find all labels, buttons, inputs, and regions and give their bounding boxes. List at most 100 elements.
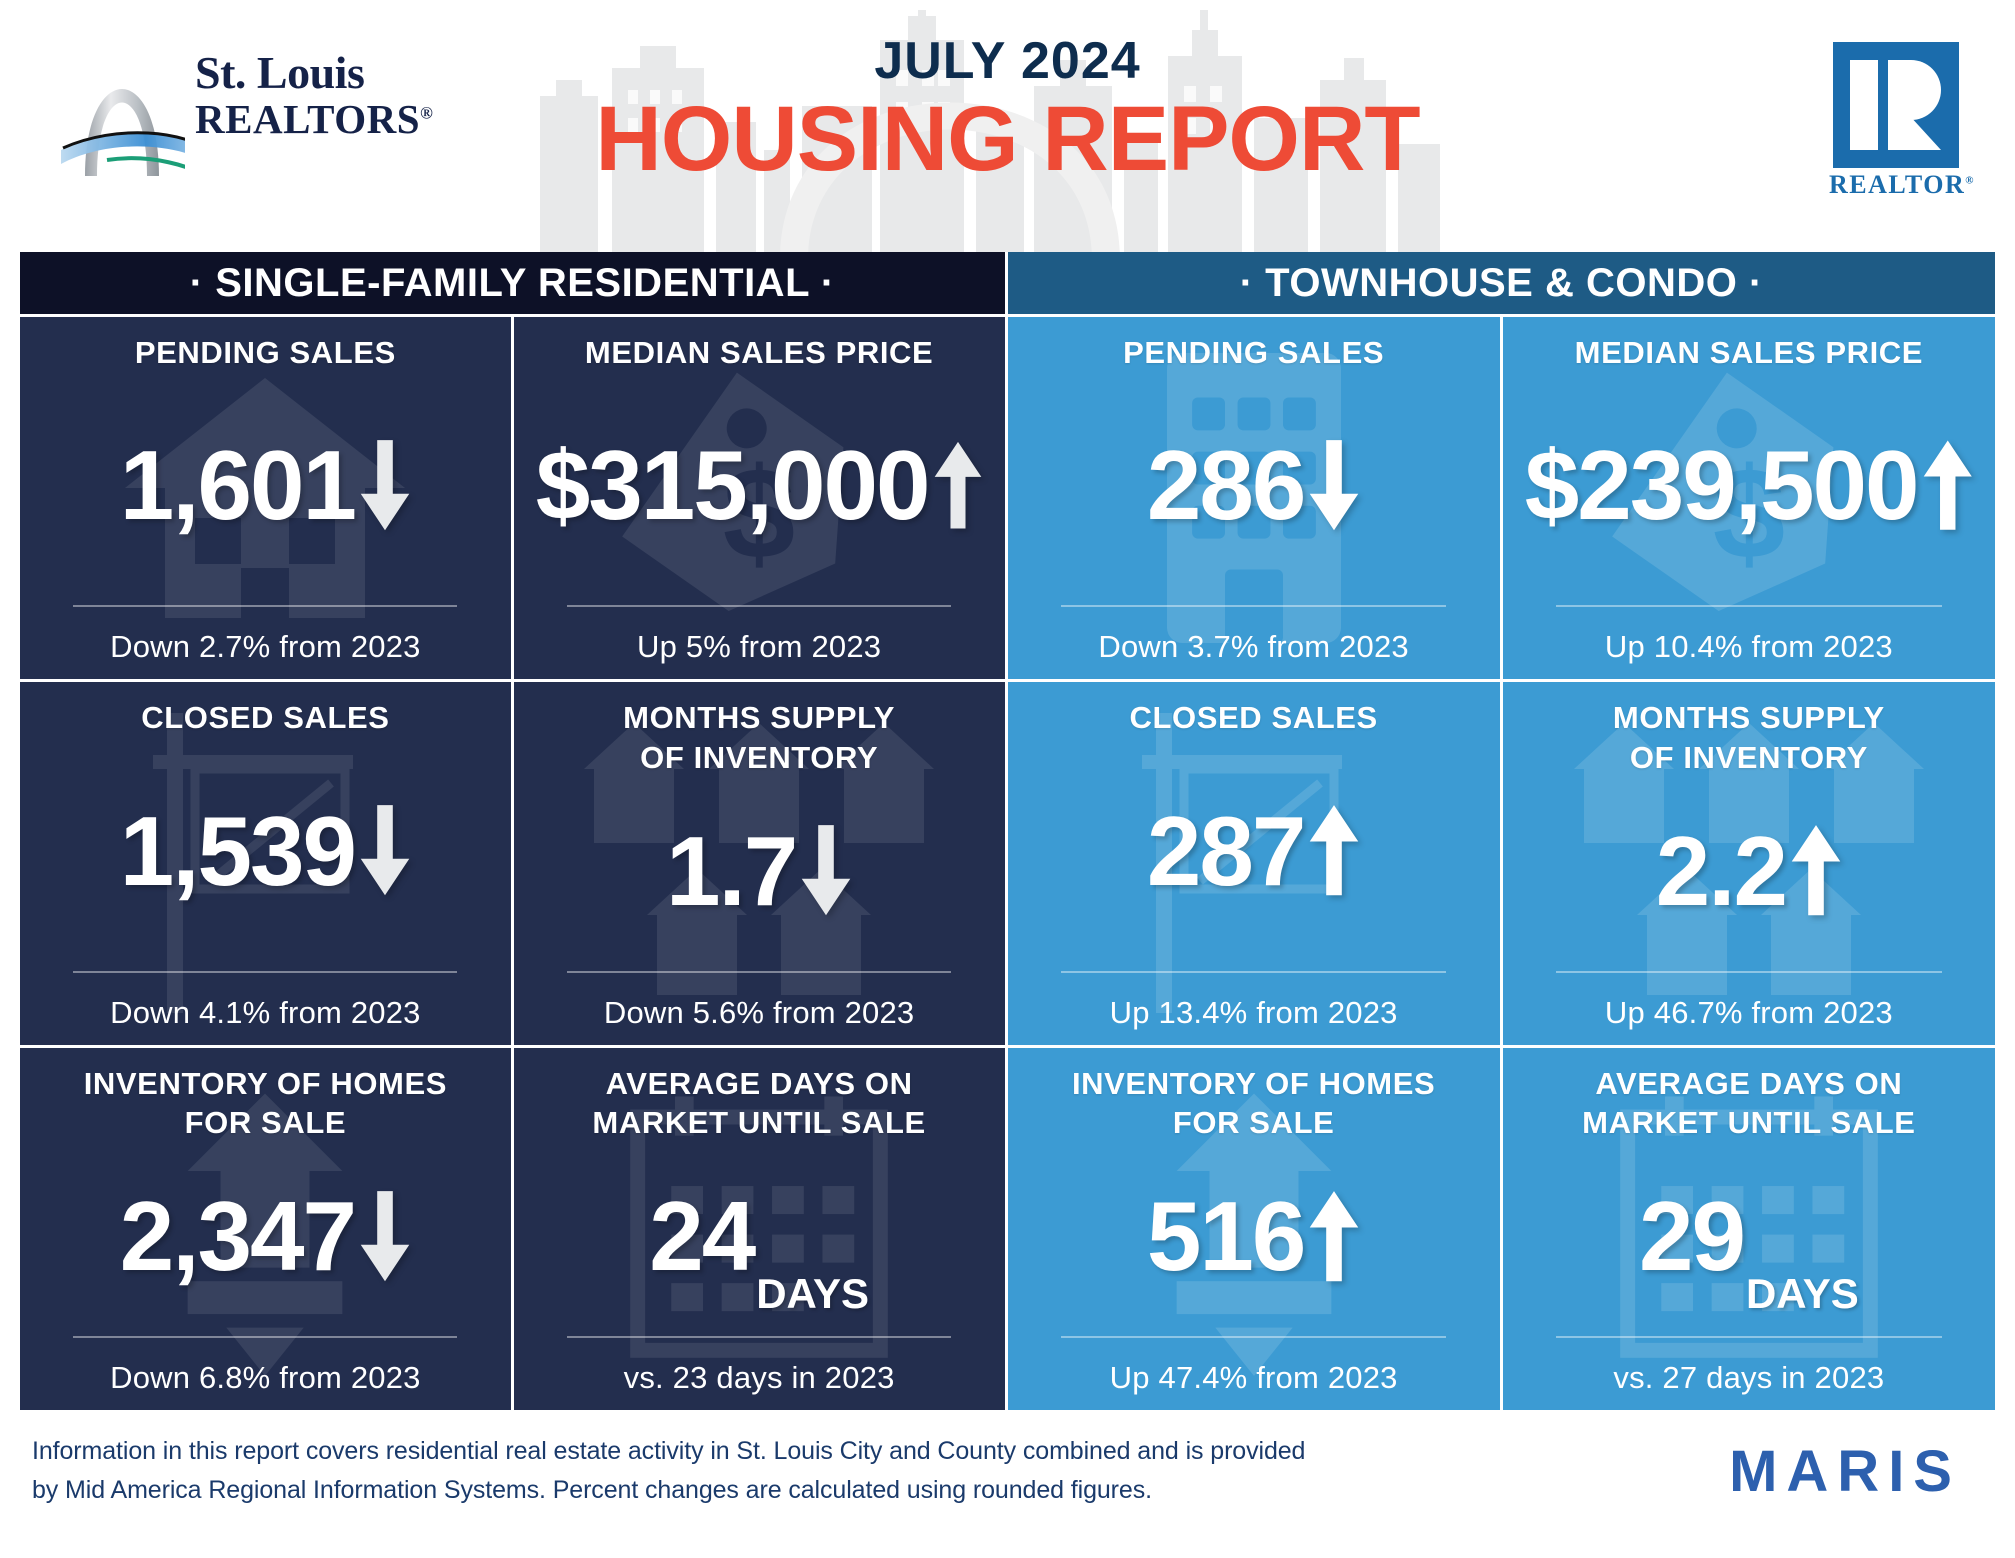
metric-card-inventory-sfr[interactable]: INVENTORY OF HOMES FOR SALE 2,347 Down 6…: [20, 1047, 511, 1410]
st-louis-realtors-logo: St. Louis REALTORS®: [55, 38, 433, 178]
maris-logo: MARIS: [1729, 1439, 1961, 1504]
disclaimer-line-1: Information in this report covers reside…: [32, 1437, 1306, 1465]
arrow-up-icon: [934, 441, 981, 529]
metric-footnote: Down 6.8% from 2023: [110, 1360, 421, 1395]
metric-card-closed-sales-tc[interactable]: CLOSED SALES 287 Up 13.4% from 2023: [1007, 682, 1500, 1045]
metric-value: 2,347: [119, 1180, 357, 1291]
panel-townhouse-and-condo: · TOWNHOUSE & CONDO · PENDING SALES 286: [1007, 252, 1995, 1410]
metric-value: 1.7: [666, 815, 798, 926]
metric-card-pending-sales-tc[interactable]: PENDING SALES 286 Down 3.7% from 2023: [1007, 317, 1500, 680]
gateway-arch-watermark: [780, 102, 1120, 252]
metric-label: PENDING SALES: [134, 335, 396, 370]
divider: [1060, 605, 1447, 608]
metric-label: INVENTORY OF HOMES FOR SALE: [1071, 1065, 1436, 1141]
metric-value-row: $315,000: [536, 373, 983, 600]
metric-label: AVERAGE DAYS ON MARKET UNTIL SALE: [1582, 1065, 1916, 1141]
divider: [1060, 970, 1447, 973]
metric-value-row: 1,539: [42, 738, 489, 965]
divider: [1556, 970, 1942, 973]
metric-card-months-supply-tc[interactable]: MONTHS SUPPLY OF INVENTORY 2.2 Up 46.7% …: [1502, 682, 1995, 1045]
metric-suffix: DAYS: [756, 1270, 870, 1317]
metric-footnote: Up 47.4% from 2023: [1109, 1360, 1398, 1395]
disclaimer-line-2: by Mid America Regional Information Syst…: [32, 1475, 1152, 1504]
metric-value-row: 287: [1030, 738, 1478, 965]
arrow-up-icon: [1791, 825, 1841, 916]
metric-card-avg-days-tc[interactable]: AVERAGE DAYS ON MARKET UNTIL SALE 29 DAY…: [1502, 1047, 1995, 1410]
metric-label: PENDING SALES: [1123, 335, 1385, 370]
arrow-up-icon: [1310, 805, 1359, 896]
metric-value: 2.2: [1655, 815, 1788, 926]
metric-value: 516: [1146, 1180, 1307, 1291]
metric-footnote: Down 4.1% from 2023: [110, 994, 421, 1030]
skyline-watermark: [540, 10, 1440, 252]
divider: [73, 605, 458, 608]
metric-footnote: Up 13.4% from 2023: [1109, 994, 1398, 1030]
metric-grid-townhouse-condo: PENDING SALES 286 Down 3.7% from 2023 $: [1007, 314, 1995, 1410]
arrow-down-icon: [360, 1190, 410, 1281]
metric-label: CLOSED SALES: [1129, 700, 1378, 736]
panel-title-single-family: · SINGLE-FAMILY RESIDENTIAL ·: [20, 252, 1005, 314]
arrow-up-icon: [1310, 1190, 1359, 1281]
metric-label: MEDIAN SALES PRICE: [1574, 335, 1924, 370]
metric-value: 286: [1146, 430, 1307, 541]
metric-label: MONTHS SUPPLY OF INVENTORY: [623, 700, 896, 775]
metric-value-row: 1,601: [42, 373, 489, 600]
metric-footnote: Up 10.4% from 2023: [1604, 629, 1893, 665]
metric-value-row: 1.7: [536, 778, 983, 965]
divider: [567, 1336, 952, 1338]
metric-card-median-sales-price-tc[interactable]: $ MEDIAN SALES PRICE $239,500 Up 10.4% f…: [1502, 317, 1995, 680]
metric-value: 29: [1638, 1180, 1746, 1291]
metric-grid-single-family: PENDING SALES 1,601 Down 2.7% from 2023 …: [20, 314, 1005, 1410]
metric-footnote: vs. 23 days in 2023: [623, 1360, 895, 1395]
metric-value-row: 29 DAYS: [1525, 1143, 1973, 1330]
metric-label: AVERAGE DAYS ON MARKET UNTIL SALE: [592, 1065, 926, 1141]
divider: [567, 605, 952, 608]
realtor-logo: REALTOR®: [1829, 42, 1975, 200]
metric-value-row: 2.2: [1525, 778, 1973, 965]
metric-card-avg-days-sfr[interactable]: AVERAGE DAYS ON MARKET UNTIL SALE 24 DAY…: [513, 1047, 1005, 1410]
metric-card-months-supply-sfr[interactable]: MONTHS SUPPLY OF INVENTORY 1.7 Down 5.6%…: [513, 682, 1005, 1045]
metric-label: CLOSED SALES: [141, 700, 390, 736]
panel-title-townhouse-condo: · TOWNHOUSE & CONDO ·: [1007, 252, 1995, 314]
realtor-wordmark: REALTOR®: [1829, 170, 1975, 199]
metric-footnote: Down 3.7% from 2023: [1098, 629, 1409, 665]
metric-footnote: Up 46.7% from 2023: [1604, 994, 1893, 1030]
divider: [1556, 605, 1942, 608]
arrow-down-icon: [360, 805, 410, 896]
report-header: St. Louis REALTORS® JULY 2024 HOUSING RE…: [0, 0, 2015, 252]
metric-value: $315,000: [535, 430, 931, 541]
metric-value-row: 516: [1030, 1143, 1478, 1330]
disclaimer-text: Information in this report covers reside…: [32, 1432, 1305, 1510]
metric-label: INVENTORY OF HOMES FOR SALE: [83, 1065, 448, 1141]
metric-value: $239,500: [1524, 430, 1920, 541]
logo-line-2: REALTORS®: [195, 96, 434, 142]
divider: [1556, 1336, 1942, 1338]
divider: [1060, 1336, 1447, 1338]
metric-label: MEDIAN SALES PRICE: [584, 335, 934, 370]
metric-value-row: 2,347: [42, 1143, 489, 1330]
metric-card-pending-sales-sfr[interactable]: PENDING SALES 1,601 Down 2.7% from 2023: [20, 317, 511, 680]
report-footer: Information in this report covers reside…: [0, 1410, 2015, 1558]
metric-card-inventory-tc[interactable]: INVENTORY OF HOMES FOR SALE 516 Up 47.4%…: [1007, 1047, 1500, 1410]
arrow-down-icon: [801, 825, 851, 916]
metric-footnote: vs. 27 days in 2023: [1613, 1360, 1885, 1395]
metric-card-closed-sales-sfr[interactable]: CLOSED SALES 1,539 Down 4.1% from 2023: [20, 682, 511, 1045]
metric-value: 1,601: [119, 430, 357, 541]
arch-logo-icon: [61, 89, 185, 176]
arrow-down-icon: [360, 440, 410, 531]
metrics-board: · SINGLE-FAMILY RESIDENTIAL · PENDING SA…: [20, 252, 1995, 1410]
metric-suffix: DAYS: [1745, 1270, 1859, 1317]
metric-label: MONTHS SUPPLY OF INVENTORY: [1612, 700, 1885, 775]
divider: [73, 970, 458, 973]
metric-value-row: $239,500: [1525, 373, 1973, 600]
arrow-down-icon: [1310, 440, 1359, 531]
panel-single-family-residential: · SINGLE-FAMILY RESIDENTIAL · PENDING SA…: [20, 252, 1008, 1410]
divider: [567, 970, 952, 973]
metric-value: 1,539: [119, 795, 357, 906]
arrow-up-icon: [1923, 440, 1972, 530]
metric-value-row: 24 DAYS: [536, 1143, 983, 1330]
metric-card-median-sales-price-sfr[interactable]: $ MEDIAN SALES PRICE $315,000 Up 5% from…: [513, 317, 1005, 680]
divider: [73, 1336, 458, 1338]
metric-footnote: Up 5% from 2023: [637, 629, 882, 665]
metric-value: 24: [649, 1180, 756, 1291]
